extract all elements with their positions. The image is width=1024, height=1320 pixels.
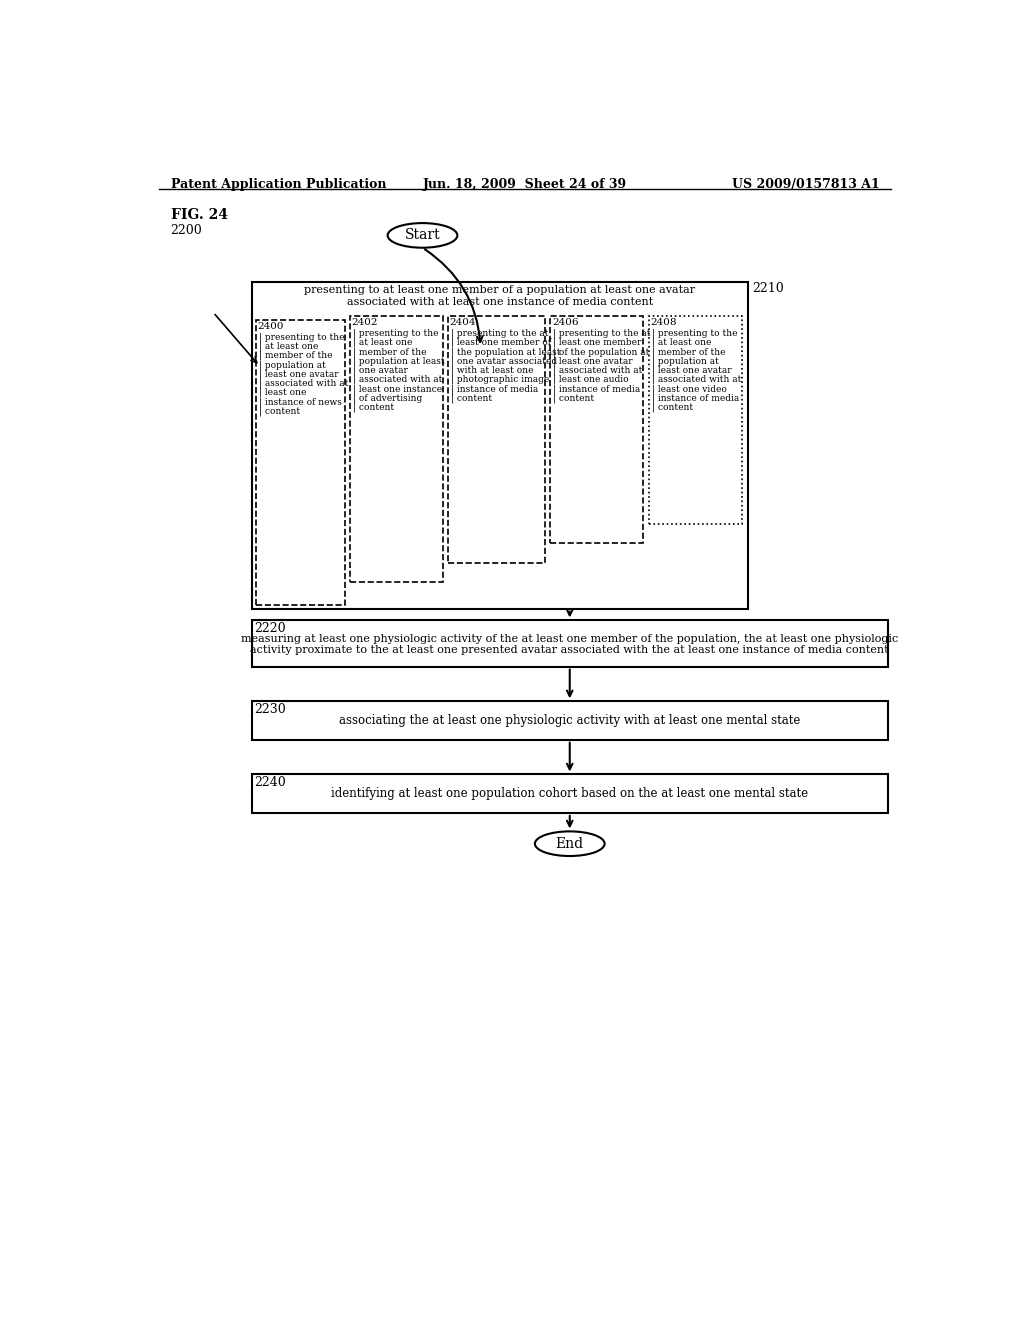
Text: measuring at least one physiologic activity of the at least one member of the po: measuring at least one physiologic activ… xyxy=(241,635,898,644)
Text: presenting to at least one member of a population at least one avatar: presenting to at least one member of a p… xyxy=(304,285,695,296)
Bar xyxy=(252,775,888,813)
Text: identifying at least one population cohort based on the at least one mental stat: identifying at least one population coho… xyxy=(331,787,808,800)
Text: | instance of media: | instance of media xyxy=(452,384,539,393)
Text: 2408: 2408 xyxy=(650,318,677,327)
Text: | least one member of: | least one member of xyxy=(452,338,551,347)
Bar xyxy=(252,620,888,667)
Bar xyxy=(449,317,545,562)
Bar xyxy=(550,317,643,544)
Text: | least one avatar: | least one avatar xyxy=(554,356,633,366)
Text: FIG. 24: FIG. 24 xyxy=(171,209,227,223)
Text: | at least one: | at least one xyxy=(652,338,712,347)
Text: | associated with at: | associated with at xyxy=(352,375,442,384)
Text: activity proximate to the at least one presented avatar associated with the at l: activity proximate to the at least one p… xyxy=(251,645,889,655)
Text: | photographic image: | photographic image xyxy=(452,375,550,384)
Text: 2404: 2404 xyxy=(450,318,476,327)
Text: | presenting to the: | presenting to the xyxy=(259,333,344,342)
Text: | associated with at: | associated with at xyxy=(554,366,643,375)
Text: | presenting to the: | presenting to the xyxy=(352,329,438,338)
Text: | member of the: | member of the xyxy=(352,347,426,356)
Bar xyxy=(349,317,442,582)
Text: | with at least one: | with at least one xyxy=(452,366,534,375)
Text: | at least one: | at least one xyxy=(352,338,412,347)
Bar xyxy=(649,317,741,524)
Text: | population at least: | population at least xyxy=(352,356,444,366)
Text: | content: | content xyxy=(352,403,394,412)
Bar xyxy=(252,281,748,609)
Text: | associated with at: | associated with at xyxy=(259,379,348,388)
Text: | population at: | population at xyxy=(259,360,326,370)
Text: 2220: 2220 xyxy=(254,622,286,635)
Text: 2400: 2400 xyxy=(257,322,284,330)
Text: | content: | content xyxy=(452,393,493,403)
Text: | of advertising: | of advertising xyxy=(352,393,422,403)
Text: | instance of media: | instance of media xyxy=(652,393,739,403)
Text: Patent Application Publication: Patent Application Publication xyxy=(171,178,386,190)
Text: | content: | content xyxy=(259,407,300,416)
Text: | one avatar: | one avatar xyxy=(352,366,408,375)
Text: associated with at least one instance of media content: associated with at least one instance of… xyxy=(347,297,653,308)
Text: | least one video: | least one video xyxy=(652,384,727,393)
Text: | member of the: | member of the xyxy=(652,347,725,356)
Text: | at least one: | at least one xyxy=(259,342,318,351)
Text: | the population at least: | the population at least xyxy=(452,347,561,356)
Text: | instance of media: | instance of media xyxy=(554,384,641,393)
Text: | presenting to the at: | presenting to the at xyxy=(554,329,651,338)
Text: | presenting to the: | presenting to the xyxy=(652,329,737,338)
Text: | least one audio: | least one audio xyxy=(554,375,629,384)
Text: associating the at least one physiologic activity with at least one mental state: associating the at least one physiologic… xyxy=(339,714,801,727)
Text: | member of the: | member of the xyxy=(259,351,333,360)
Text: | presenting to the at: | presenting to the at xyxy=(452,329,549,338)
Text: | one avatar associated: | one avatar associated xyxy=(452,356,557,366)
Text: | instance of news: | instance of news xyxy=(259,397,342,407)
Text: | least one avatar: | least one avatar xyxy=(259,370,339,379)
Text: | associated with at: | associated with at xyxy=(652,375,741,384)
Text: 2200: 2200 xyxy=(171,224,203,236)
Bar xyxy=(256,321,345,605)
Text: | content: | content xyxy=(652,403,693,412)
Text: 2406: 2406 xyxy=(552,318,579,327)
Text: | least one instance: | least one instance xyxy=(352,384,442,393)
Text: 2230: 2230 xyxy=(254,702,286,715)
Text: Start: Start xyxy=(404,228,440,243)
Text: 2210: 2210 xyxy=(752,281,783,294)
Text: | content: | content xyxy=(554,393,595,403)
Text: | of the population at: | of the population at xyxy=(554,347,650,356)
Text: 2240: 2240 xyxy=(254,776,286,789)
Text: | least one avatar: | least one avatar xyxy=(652,366,731,375)
Text: US 2009/0157813 A1: US 2009/0157813 A1 xyxy=(732,178,880,190)
Text: 2402: 2402 xyxy=(351,318,378,327)
Text: | population at: | population at xyxy=(652,356,719,366)
Bar xyxy=(252,701,888,739)
Text: End: End xyxy=(556,837,584,850)
Text: | least one: | least one xyxy=(259,388,306,397)
Text: Jun. 18, 2009  Sheet 24 of 39: Jun. 18, 2009 Sheet 24 of 39 xyxy=(423,178,627,190)
Text: | least one member: | least one member xyxy=(554,338,642,347)
